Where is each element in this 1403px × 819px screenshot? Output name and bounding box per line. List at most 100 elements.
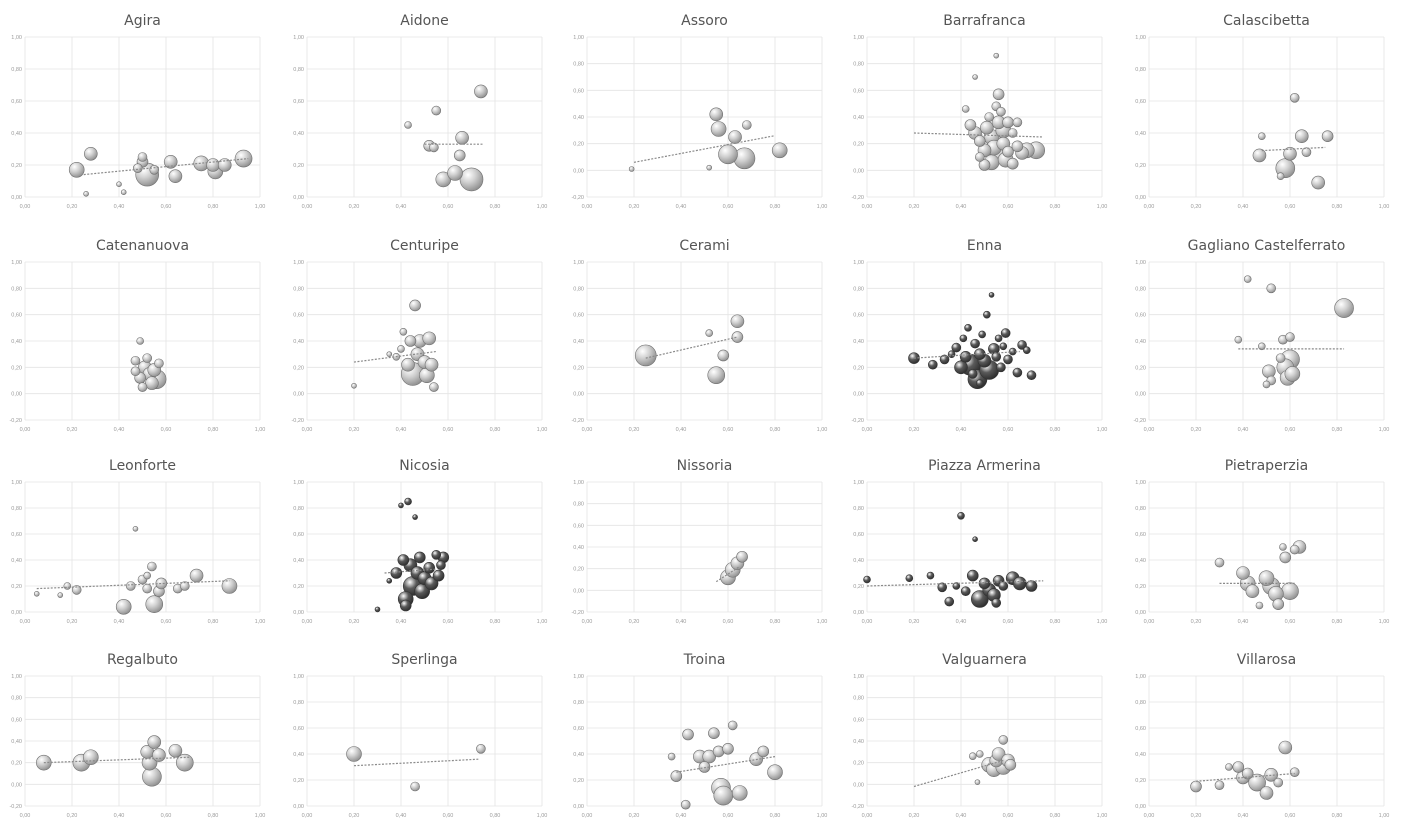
x-tick-label: 1,00	[255, 204, 266, 210]
data-bubble	[680, 799, 691, 810]
data-bubble	[351, 382, 357, 389]
chart-title: Aidone	[400, 13, 448, 29]
x-tick-label: 0,40	[1238, 427, 1249, 433]
y-tick-label: -0,20	[571, 610, 584, 616]
data-bubble	[136, 337, 144, 345]
x-tick-label: 0,00	[20, 427, 31, 433]
y-tick-label: 0,00	[853, 610, 864, 616]
y-tick-label: 0,00	[853, 392, 864, 398]
y-tick-label: 0,40	[293, 752, 304, 758]
y-tick-label: 0,20	[293, 163, 304, 169]
y-tick-label: 0,20	[853, 365, 864, 371]
data-bubble	[398, 502, 404, 509]
x-tick-label: 0,60	[1003, 813, 1014, 819]
y-tick-label: 0,00	[1135, 392, 1146, 398]
trend-line	[715, 565, 741, 583]
x-tick-label: 0,40	[676, 813, 687, 819]
data-bubble	[68, 162, 85, 178]
data-bubble	[189, 568, 204, 583]
chart-panel: Centuripe -0,20 0,00 0,20 0,40 0,60 0,80 1,00 0,…	[291, 238, 547, 433]
chart-panel: Valguarnera -0,20 0,00 0,20 0,40 0,60 0,80 1,00…	[851, 652, 1107, 819]
data-bubble	[991, 598, 1002, 608]
x-tick-label: 0,40	[396, 204, 407, 210]
trend-line	[633, 135, 776, 163]
y-tick-label: 0,60	[853, 717, 864, 723]
x-tick-label: 0,00	[582, 813, 593, 819]
chart-title: Centuripe	[390, 238, 459, 254]
y-tick-label: -0,20	[851, 804, 864, 810]
trend-line	[1195, 772, 1295, 782]
y-tick-label: 0,60	[293, 313, 304, 319]
data-bubble	[728, 130, 742, 144]
data-bubble	[952, 582, 961, 590]
data-bubble	[1258, 570, 1275, 587]
data-bubble	[1252, 148, 1267, 163]
data-bubble	[132, 525, 139, 532]
chart-title: Valguarnera	[942, 652, 1027, 668]
data-bubble	[424, 576, 439, 591]
x-tick-label: 0,80	[770, 204, 781, 210]
chart-panel: Catenanuova -0,20 0,00 0,20 0,40 0,60 0,80 1,00…	[9, 238, 265, 433]
x-tick-label: 1,00	[537, 204, 548, 210]
data-bubble	[926, 571, 935, 580]
data-bubble	[698, 761, 711, 773]
x-tick-label: 1,00	[255, 619, 266, 625]
data-bubble	[978, 577, 991, 590]
data-bubble	[409, 299, 421, 312]
y-tick-label: 1,00	[853, 35, 864, 41]
x-tick-label: 1,00	[537, 813, 548, 819]
data-bubble	[1004, 759, 1017, 771]
y-tick-label: 0,60	[1135, 726, 1146, 732]
x-tick-label: 0,60	[161, 813, 172, 819]
data-bubble	[154, 358, 164, 369]
y-tick-label: 0,40	[1135, 558, 1146, 564]
data-bubble	[1006, 157, 1019, 170]
data-bubble	[423, 561, 436, 574]
x-tick-label: 0,20	[1191, 619, 1202, 625]
x-tick-label: 0,20	[349, 427, 360, 433]
y-tick-label: 0,40	[853, 558, 864, 564]
trend-line	[676, 756, 776, 773]
data-bubble	[939, 354, 950, 365]
y-tick-label: 1,00	[293, 260, 304, 266]
y-tick-label: 0,80	[573, 700, 584, 706]
x-tick-label: 0,80	[1332, 813, 1343, 819]
data-bubble	[998, 581, 1009, 591]
data-bubble	[431, 105, 442, 116]
x-tick-label: 0,40	[396, 619, 407, 625]
data-bubble	[84, 147, 98, 161]
chart-title: Agira	[124, 13, 161, 29]
y-tick-label: 0,40	[853, 339, 864, 345]
data-bubble	[1259, 786, 1274, 800]
x-tick-label: 0,60	[443, 427, 454, 433]
y-tick-label: 0,80	[573, 62, 584, 68]
data-bubble	[206, 158, 220, 172]
data-bubble	[1248, 773, 1266, 792]
data-bubble	[730, 314, 745, 329]
data-bubble	[176, 753, 194, 772]
data-bubble	[346, 746, 362, 762]
x-tick-label: 0,60	[1003, 619, 1014, 625]
data-bubble	[1279, 543, 1287, 551]
data-bubble	[988, 292, 995, 298]
data-bubble	[1278, 740, 1293, 755]
data-bubble	[386, 577, 393, 584]
chart-panel: Assoro -0,20 0,00 0,20 0,40 0,60 0,80 1,00 0,00 0…	[571, 13, 827, 210]
y-tick-label: 0,40	[293, 131, 304, 137]
y-tick-label: 1,00	[1135, 260, 1146, 266]
data-bubble	[937, 582, 948, 593]
x-tick-label: 0,80	[208, 619, 219, 625]
x-tick-label: 0,00	[302, 204, 313, 210]
y-tick-label: 0,20	[1135, 163, 1146, 169]
x-tick-label: 1,00	[255, 813, 266, 819]
data-bubble	[731, 331, 744, 343]
data-bubble	[974, 152, 985, 162]
data-bubble	[722, 742, 734, 755]
data-bubble	[1011, 140, 1024, 153]
x-tick-label: 0,00	[582, 204, 593, 210]
chart-panel: Nicosia 0,00 0,20 0,40 0,60 0,80 1,00 0,00 0,20 0…	[293, 458, 547, 625]
y-tick-label: 0,40	[1135, 339, 1146, 345]
x-tick-label: 0,40	[676, 427, 687, 433]
data-bubble	[1262, 380, 1271, 389]
y-tick-label: 0,80	[853, 286, 864, 292]
